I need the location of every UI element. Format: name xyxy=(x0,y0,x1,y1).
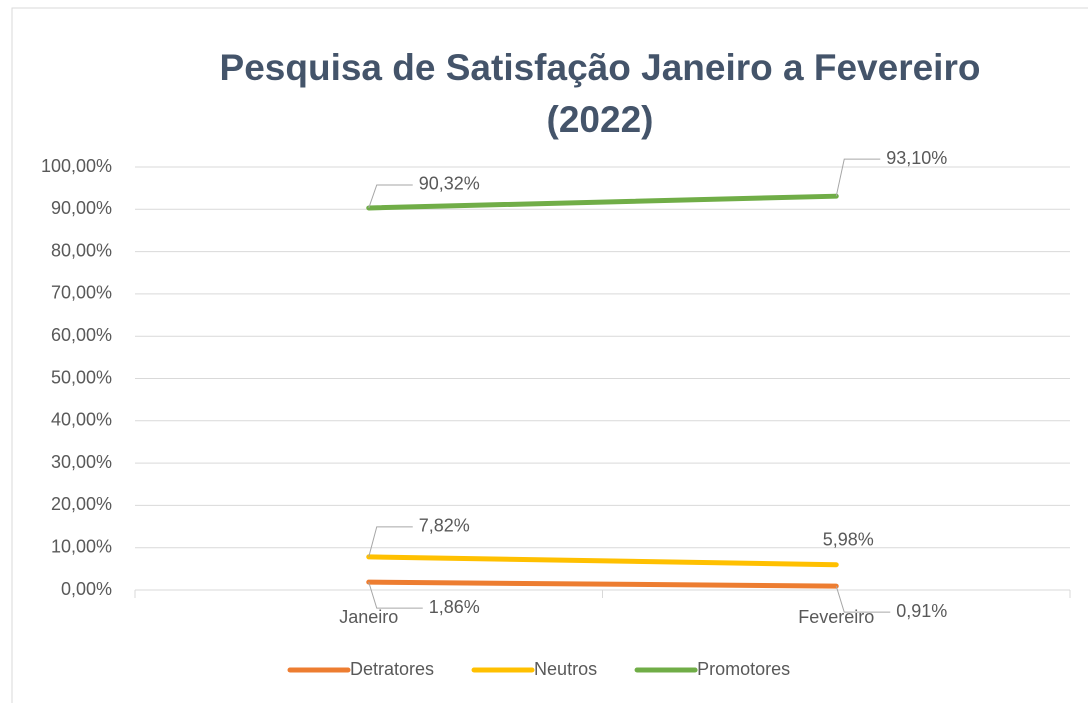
x-tick-label: Fevereiro xyxy=(798,607,874,627)
leader-line xyxy=(368,581,423,609)
y-tick-label: 10,00% xyxy=(51,536,112,556)
chart-title: Pesquisa de Satisfação Janeiro a Feverei… xyxy=(219,47,981,140)
y-tick-label: 100,00% xyxy=(41,156,112,176)
y-tick-label: 70,00% xyxy=(51,283,112,303)
data-label: 0,91% xyxy=(896,601,947,621)
data-label: 7,82% xyxy=(419,516,470,536)
y-tick-label: 0,00% xyxy=(61,579,112,599)
y-tick-label: 40,00% xyxy=(51,410,112,430)
leader-line xyxy=(368,526,413,558)
legend-label: Promotores xyxy=(697,659,790,679)
y-tick-label: 30,00% xyxy=(51,452,112,472)
y-tick-label: 80,00% xyxy=(51,240,112,260)
x-tick-label: Janeiro xyxy=(339,607,398,627)
chart-border xyxy=(11,7,1088,703)
data-label: 90,32% xyxy=(419,174,480,194)
y-tick-label: 50,00% xyxy=(51,367,112,387)
leader-line xyxy=(368,184,413,209)
legend-label: Neutros xyxy=(534,659,597,679)
leader-line xyxy=(835,158,881,197)
legend-label: Detratores xyxy=(350,659,434,679)
series-line xyxy=(366,193,839,211)
y-tick-label: 60,00% xyxy=(51,325,112,345)
data-label: 1,86% xyxy=(429,597,480,617)
series-line xyxy=(366,554,839,568)
data-label: 93,10% xyxy=(886,148,947,168)
series-line xyxy=(366,579,839,589)
y-tick-label: 90,00% xyxy=(51,198,112,218)
y-tick-label: 20,00% xyxy=(51,494,112,514)
data-label: 5,98% xyxy=(823,529,874,549)
leader-line xyxy=(835,586,891,613)
